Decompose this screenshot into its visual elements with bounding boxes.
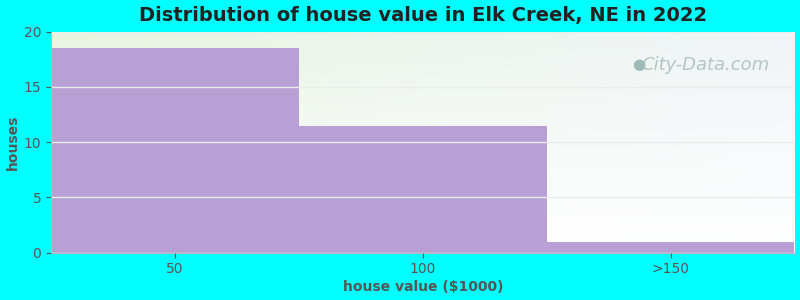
Text: ●: ● xyxy=(632,57,645,72)
Bar xyxy=(51,48,299,253)
Bar xyxy=(546,242,794,253)
Y-axis label: houses: houses xyxy=(6,114,19,170)
Title: Distribution of house value in Elk Creek, NE in 2022: Distribution of house value in Elk Creek… xyxy=(138,6,707,25)
Text: City-Data.com: City-Data.com xyxy=(641,56,770,74)
X-axis label: house value ($1000): house value ($1000) xyxy=(342,280,503,294)
Bar xyxy=(299,125,546,253)
